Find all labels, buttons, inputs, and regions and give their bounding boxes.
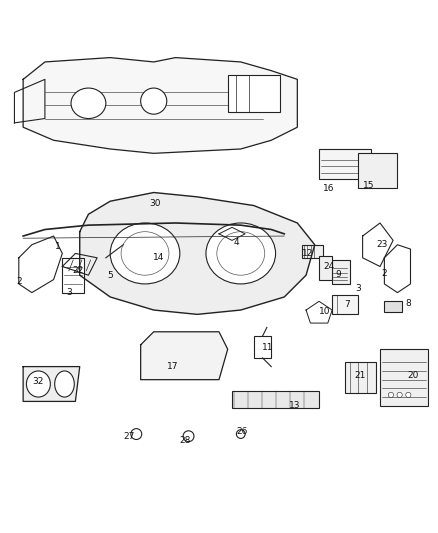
Text: 22: 22 [72,266,83,276]
Ellipse shape [121,232,169,275]
Ellipse shape [55,371,74,397]
FancyBboxPatch shape [345,362,376,393]
Text: 11: 11 [262,343,273,352]
Text: 24: 24 [323,262,334,271]
Ellipse shape [131,429,142,440]
Ellipse shape [141,88,167,114]
FancyBboxPatch shape [385,301,402,312]
Text: 27: 27 [123,432,134,441]
FancyBboxPatch shape [232,391,319,408]
Polygon shape [23,58,297,154]
Text: 9: 9 [335,270,341,279]
Text: 16: 16 [323,184,335,192]
Text: 20: 20 [407,371,418,380]
Text: 5: 5 [107,271,113,280]
FancyBboxPatch shape [62,258,84,293]
FancyBboxPatch shape [319,256,332,279]
Text: 1: 1 [55,243,61,252]
Ellipse shape [183,431,194,442]
Text: 12: 12 [302,249,313,258]
Text: 3: 3 [355,284,361,293]
Ellipse shape [397,392,402,398]
Ellipse shape [217,232,265,275]
FancyBboxPatch shape [332,295,358,314]
Text: 32: 32 [32,377,43,386]
Text: 8: 8 [406,299,411,308]
Ellipse shape [26,371,50,397]
Ellipse shape [237,430,245,439]
Polygon shape [23,367,80,401]
Text: 17: 17 [167,362,178,371]
Text: 3: 3 [66,288,72,297]
Text: 28: 28 [180,436,191,445]
Text: 30: 30 [149,199,160,208]
Text: 7: 7 [345,300,350,309]
Polygon shape [141,332,228,379]
Ellipse shape [110,223,180,284]
Text: 26: 26 [237,427,248,437]
Ellipse shape [206,223,276,284]
Text: 2: 2 [381,269,387,278]
Ellipse shape [71,88,106,118]
Ellipse shape [406,392,411,398]
Text: 13: 13 [289,401,300,410]
FancyBboxPatch shape [380,349,428,406]
FancyBboxPatch shape [358,154,397,188]
Text: 14: 14 [153,253,165,262]
Text: 10: 10 [318,307,330,316]
Ellipse shape [389,392,393,398]
FancyBboxPatch shape [319,149,371,180]
FancyBboxPatch shape [228,75,280,112]
Text: 15: 15 [363,181,374,190]
Polygon shape [80,192,315,314]
FancyBboxPatch shape [302,245,323,258]
Text: 4: 4 [233,238,239,247]
Text: 2: 2 [16,277,21,286]
FancyBboxPatch shape [254,336,271,358]
Text: 21: 21 [354,371,365,380]
FancyBboxPatch shape [332,260,350,284]
Text: 23: 23 [377,240,388,249]
